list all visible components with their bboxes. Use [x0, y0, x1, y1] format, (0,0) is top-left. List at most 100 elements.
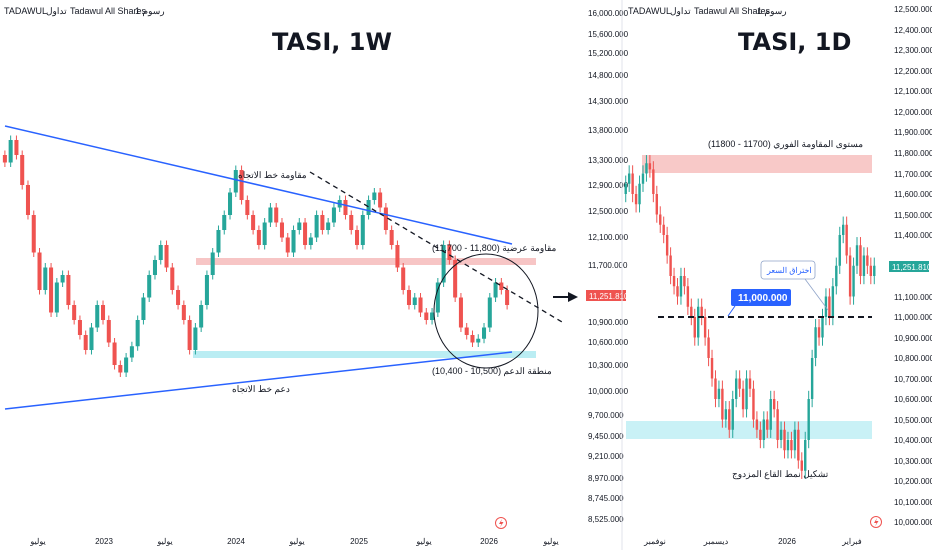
daily-candle [703, 308, 707, 346]
weekly-candle [343, 195, 348, 220]
weekly-candle [37, 248, 42, 295]
daily-y-tick-label: 10,200.000 [894, 477, 932, 486]
daily-candle [679, 267, 683, 305]
daily-y-tick-label: 12,100.000 [894, 87, 932, 96]
weekly-candle [303, 218, 308, 250]
daily-candle [672, 267, 676, 295]
weekly-candle [147, 270, 152, 302]
daily-y-tick-label: 10,600.000 [894, 395, 932, 404]
weekly-candle [424, 308, 429, 325]
daily-resistance-zone [642, 155, 872, 173]
daily-breakout-callout: اختراق السعر [760, 260, 829, 311]
weekly-lightning-icon[interactable] [495, 517, 507, 529]
weekly-candle [20, 150, 25, 190]
weekly-candle [308, 233, 313, 250]
weekly-x-tick-label: 2024 [227, 537, 245, 546]
weekly-candle [326, 218, 331, 235]
daily-y-tick-label: 11,000.000 [894, 313, 932, 322]
weekly-candle [199, 300, 204, 332]
daily-y-tick-label: 11,900.000 [894, 128, 932, 137]
weekly-dashed-trendline [309, 171, 563, 323]
weekly-y-axis: 16,000.000 15,600.000 15,200.000 14,800.000… [588, 9, 629, 524]
weekly-highlight-circle [433, 253, 539, 369]
weekly-candle [239, 165, 244, 205]
weekly-candle [14, 135, 19, 160]
daily-candle [790, 431, 793, 459]
panel-arrow-icon [553, 292, 578, 302]
weekly-candle [2, 150, 7, 167]
weekly-y-tick-label: 14,800.000 [588, 71, 629, 80]
weekly-y-tick-label: 12,900.000 [588, 181, 629, 190]
daily-candle [734, 370, 738, 408]
weekly-y-tick-label: 10,600.000 [588, 338, 629, 347]
daily-candle [721, 380, 724, 428]
daily-header-interval: 1 رسوم [757, 6, 787, 17]
daily-candle [659, 206, 662, 233]
weekly-candle [297, 218, 302, 235]
daily-candle [662, 216, 665, 244]
weekly-candle [389, 225, 394, 250]
weekly-support-zone [193, 351, 536, 358]
daily-header-exchange: تداول [670, 6, 691, 17]
daily-candle [783, 421, 786, 459]
weekly-y-tick-label: 10,000.000 [588, 387, 629, 396]
daily-candle [710, 349, 714, 387]
daily-candle [800, 452, 803, 479]
weekly-y-tick-label: 12,100.000 [588, 233, 629, 242]
daily-candle [859, 237, 862, 285]
daily-candle [645, 155, 648, 182]
daily-candle [752, 380, 755, 428]
daily-candle [717, 380, 721, 408]
weekly-x-tick-label: يوليو [542, 537, 558, 546]
daily-y-axis: 12,500.000 12,400.000 12,300.000 12,200.000… [894, 5, 932, 527]
weekly-candle [401, 263, 406, 295]
weekly-chart-title: TASI, 1W [272, 28, 392, 56]
weekly-candle [447, 240, 452, 265]
daily-candle [634, 185, 638, 213]
weekly-header-exchange: تداول [46, 6, 67, 17]
daily-candle [769, 390, 772, 438]
weekly-candle [170, 263, 175, 295]
weekly-candle [314, 210, 319, 242]
daily-candle [748, 370, 752, 397]
weekly-y-tick-label: 16,000.000 [588, 9, 629, 18]
weekly-resistance-trendline [4, 125, 513, 245]
weekly-candle [435, 278, 440, 317]
weekly-x-tick-label: يوليو [29, 537, 45, 546]
daily-level-label-text: 11,000.000 [738, 293, 788, 304]
daily-candle [707, 329, 710, 367]
weekly-candle [31, 210, 36, 257]
daily-y-tick-label: 12,200.000 [894, 67, 932, 76]
weekly-header-symbol: TADAWUL [4, 6, 47, 16]
daily-breakout-text: اختراق السعر [766, 266, 812, 275]
weekly-candle [95, 300, 100, 332]
daily-chart-panel: TADAWUL تداول Tadawul All Shares 1 رسوم … [624, 5, 932, 546]
daily-candle [731, 390, 734, 438]
daily-candle [738, 370, 741, 397]
daily-candle [810, 349, 814, 408]
daily-header-symbol: TADAWUL [628, 6, 671, 16]
weekly-candle [487, 293, 492, 332]
daily-candle [866, 247, 869, 274]
weekly-candle [106, 315, 111, 347]
weekly-x-tick-label: 2025 [350, 537, 368, 546]
weekly-candle [262, 218, 267, 250]
daily-candle [641, 165, 645, 192]
weekly-y-tick-label: 10,900.000 [588, 318, 629, 327]
weekly-candle [25, 180, 30, 220]
daily-lightning-icon[interactable] [870, 516, 882, 528]
daily-candle [831, 278, 835, 326]
daily-candle [652, 161, 655, 203]
weekly-candle [268, 203, 273, 227]
weekly-candle [152, 255, 157, 280]
daily-y-tick-label: 12,300.000 [894, 46, 932, 55]
weekly-y-tick-label: 10,300.000 [588, 361, 629, 370]
weekly-resistance-trend-label: مقاومة خط الاتجاه [238, 170, 307, 181]
weekly-candle [77, 315, 82, 340]
weekly-y-tick-label: 8,970.000 [588, 474, 624, 483]
daily-candle [828, 288, 831, 326]
daily-y-tick-label: 10,900.000 [894, 334, 932, 343]
daily-candle [793, 421, 797, 459]
weekly-y-tick-label: 9,210.000 [588, 452, 624, 461]
